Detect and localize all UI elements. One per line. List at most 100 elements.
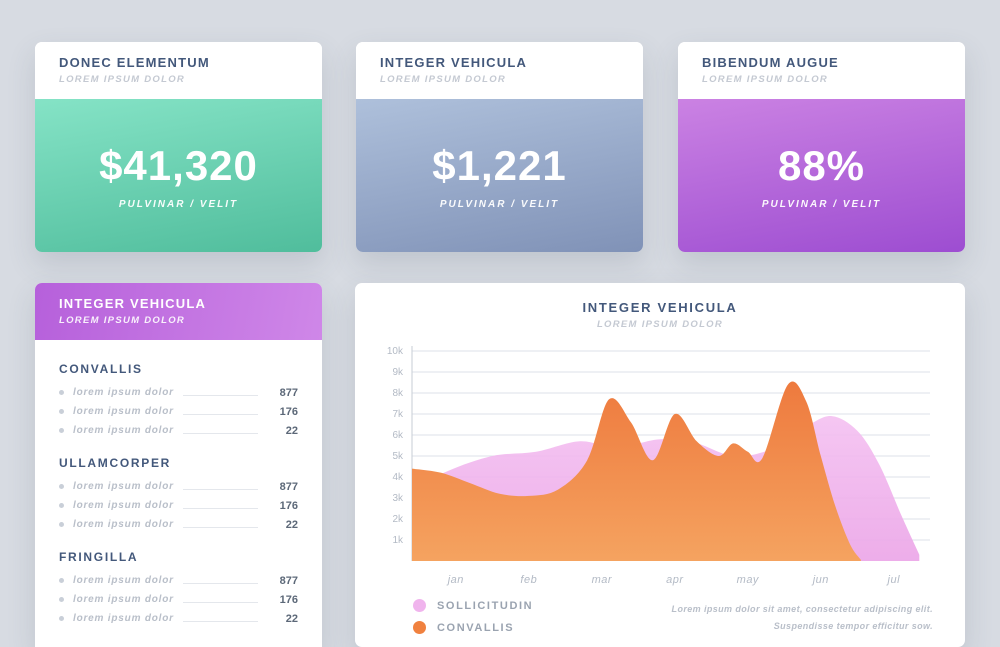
list-item-label: lorem ipsum dolor (73, 425, 174, 436)
svg-text:3k: 3k (392, 493, 404, 504)
list-item-value: 176 (279, 593, 298, 606)
bullet-icon (59, 597, 64, 602)
section-heading-ullamcorper: ULLAMCORPER (59, 456, 172, 470)
svg-text:jan: jan (446, 574, 464, 586)
svg-text:8k: 8k (392, 388, 404, 399)
leader-line (182, 433, 258, 434)
section-heading-convallis: CONVALLIS (59, 362, 143, 376)
stat-caption: PULVINAR / VELIT (439, 198, 560, 210)
svg-text:jun: jun (811, 574, 829, 586)
chart-legend: SOLLICITUDIN CONVALLIS (413, 599, 533, 643)
list-item-label: lorem ipsum dolor (73, 500, 174, 511)
legend-item-convallis[interactable]: CONVALLIS (413, 621, 533, 634)
stat-card-body: $41,320 PULVINAR / VELIT (35, 99, 322, 252)
stat-card-donec-elementum: DONEC ELEMENTUM LOREM IPSUM DOLOR $41,32… (35, 42, 322, 252)
section-heading-fringilla: FRINGILLA (59, 550, 139, 564)
list-card-title: INTEGER VEHICULA (59, 296, 207, 311)
stat-card-subtitle: LOREM IPSUM DOLOR (702, 74, 829, 85)
stat-card-body: $1,221 PULVINAR / VELIT (356, 99, 643, 252)
bullet-icon (59, 390, 64, 395)
chart-footnote: Lorem ipsum dolor sit amet, consectetur … (672, 601, 933, 635)
list-item: lorem ipsum dolor 22 (59, 421, 298, 440)
svg-text:9k: 9k (392, 367, 404, 378)
list-item-label: lorem ipsum dolor (73, 575, 174, 586)
list-item-value: 22 (285, 612, 298, 625)
stat-caption: PULVINAR / VELIT (118, 198, 239, 210)
svg-text:4k: 4k (392, 472, 404, 483)
svg-text:2k: 2k (392, 514, 404, 525)
svg-text:1k: 1k (392, 535, 404, 546)
list-item: lorem ipsum dolor 22 (59, 515, 298, 534)
svg-text:may: may (737, 574, 760, 586)
stat-card-title: DONEC ELEMENTUM (59, 55, 210, 70)
bullet-icon (59, 428, 64, 433)
leader-line (182, 395, 258, 396)
bullet-icon (59, 503, 64, 508)
list-item-value: 176 (279, 499, 298, 512)
leader-line (182, 583, 258, 584)
bullet-icon (59, 522, 64, 527)
list-item: lorem ipsum dolor 176 (59, 402, 298, 421)
svg-text:jul: jul (886, 574, 901, 586)
stat-card-header: BIBENDUM AUGUE LOREM IPSUM DOLOR (678, 42, 965, 99)
area-chart: 1k 2k 3k 4k 5k 6k 7k 8k 9k 10k jan feb mar apr may jun j… (387, 346, 930, 586)
legend-label: CONVALLIS (437, 621, 515, 634)
list-item-value: 877 (279, 574, 298, 587)
svg-text:7k: 7k (392, 409, 404, 420)
stat-card-header: DONEC ELEMENTUM LOREM IPSUM DOLOR (35, 42, 322, 99)
bullet-icon (59, 578, 64, 583)
list-item-value: 176 (279, 405, 298, 418)
legend-dot-sollicitudin (413, 599, 426, 612)
list-card-header: INTEGER VEHICULA LOREM IPSUM DOLOR (35, 283, 322, 340)
list-item-label: lorem ipsum dolor (73, 481, 174, 492)
list-item: lorem ipsum dolor 877 (59, 571, 298, 590)
list-item: lorem ipsum dolor 176 (59, 590, 298, 609)
list-item-label: lorem ipsum dolor (73, 406, 174, 417)
svg-text:6k: 6k (392, 430, 404, 441)
stat-card-subtitle: LOREM IPSUM DOLOR (59, 74, 186, 85)
list-item-value: 22 (285, 518, 298, 531)
list-item-value: 877 (279, 480, 298, 493)
bullet-icon (59, 484, 64, 489)
list-item-label: lorem ipsum dolor (73, 594, 174, 605)
stat-value: $41,320 (99, 141, 258, 189)
stat-card-subtitle: LOREM IPSUM DOLOR (380, 74, 507, 85)
stat-value: $1,221 (432, 141, 567, 189)
stat-value: 88% (777, 141, 866, 189)
svg-text:5k: 5k (392, 451, 404, 462)
legend-dot-convallis (413, 621, 426, 634)
list-item: lorem ipsum dolor 877 (59, 477, 298, 496)
svg-text:mar: mar (592, 574, 613, 586)
footnote-line: Lorem ipsum dolor sit amet, consectetur … (671, 604, 933, 614)
leader-line (182, 508, 258, 509)
legend-label: SOLLICITUDIN (437, 599, 534, 612)
stat-caption: PULVINAR / VELIT (761, 198, 882, 210)
leader-line (182, 489, 258, 490)
stat-card-header: INTEGER VEHICULA LOREM IPSUM DOLOR (356, 42, 643, 99)
chart-title: INTEGER VEHICULA (582, 300, 738, 315)
bullet-icon (59, 616, 64, 621)
legend-item-sollicitudin[interactable]: SOLLICITUDIN (413, 599, 533, 612)
stat-card-integer-vehicula: INTEGER VEHICULA LOREM IPSUM DOLOR $1,22… (356, 42, 643, 252)
list-card-subtitle: LOREM IPSUM DOLOR (59, 315, 186, 326)
list-card-body: CONVALLIS lorem ipsum dolor 877 lorem ip… (35, 340, 322, 628)
list-item-value: 22 (285, 424, 298, 437)
leader-line (182, 414, 258, 415)
stat-card-body: 88% PULVINAR / VELIT (678, 99, 965, 252)
list-item-label: lorem ipsum dolor (73, 519, 174, 530)
svg-text:feb: feb (520, 574, 537, 586)
svg-text:apr: apr (666, 574, 684, 586)
leader-line (182, 527, 258, 528)
stat-card-title: INTEGER VEHICULA (380, 55, 528, 70)
svg-text:10k: 10k (387, 346, 404, 357)
list-item-label: lorem ipsum dolor (73, 613, 174, 624)
list-item: lorem ipsum dolor 22 (59, 609, 298, 628)
area-chart-card: INTEGER VEHICULA LOREM IPSUM DOLOR 1k 2k 3… (355, 283, 965, 647)
footnote-line: Suspendisse tempor efficitur sow. (773, 621, 933, 632)
list-item: lorem ipsum dolor 877 (59, 383, 298, 402)
list-item: lorem ipsum dolor 176 (59, 496, 298, 515)
stat-card-title: BIBENDUM AUGUE (702, 55, 839, 70)
metrics-list-card: INTEGER VEHICULA LOREM IPSUM DOLOR CONVA… (35, 283, 322, 647)
list-item-label: lorem ipsum dolor (73, 387, 174, 398)
